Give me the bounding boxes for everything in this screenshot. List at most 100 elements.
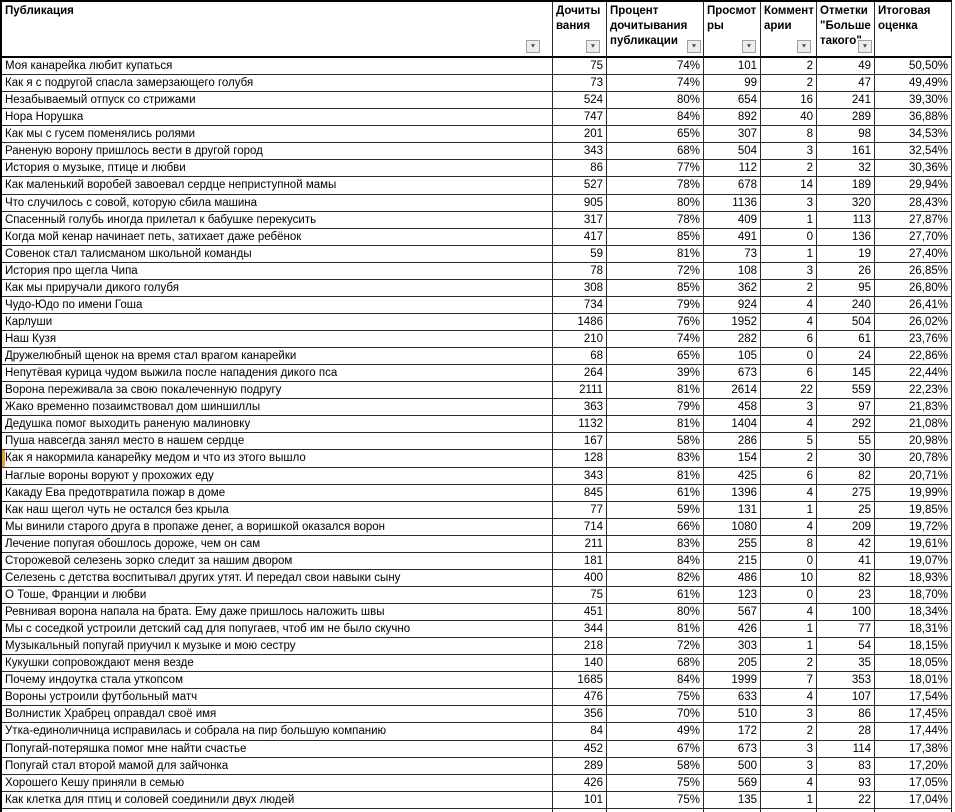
cell-read-percent[interactable] <box>607 808 704 812</box>
cell-views[interactable]: 1136 <box>704 194 761 212</box>
cell-read-percent[interactable]: 80% <box>607 194 704 212</box>
cell-more-marks[interactable]: 35 <box>817 655 875 673</box>
cell-comments[interactable]: 6 <box>761 331 817 349</box>
cell-final-score[interactable]: 26,85% <box>875 262 952 280</box>
cell-read-percent[interactable]: 75% <box>607 791 704 809</box>
cell-views[interactable]: 426 <box>704 621 761 639</box>
cell-publication-title[interactable]: Дружелюбный щенок на время стал врагом к… <box>2 348 553 366</box>
cell-comments[interactable]: 0 <box>761 228 817 246</box>
cell-reads[interactable]: 356 <box>553 706 607 724</box>
cell-publication-title[interactable]: Ревнивая ворона напала на брата. Ему даж… <box>2 604 553 622</box>
cell-final-score[interactable]: 28,43% <box>875 194 952 212</box>
cell-read-percent[interactable]: 58% <box>607 433 704 451</box>
cell-publication-title[interactable]: Что случилось с совой, которую сбила маш… <box>2 194 553 212</box>
cell-views[interactable]: 673 <box>704 365 761 383</box>
cell-publication-title[interactable]: Как клетка для птиц и соловей соединили … <box>2 791 553 809</box>
cell-read-percent[interactable]: 81% <box>607 416 704 434</box>
cell-more-marks[interactable]: 241 <box>817 92 875 110</box>
cell-comments[interactable]: 16 <box>761 92 817 110</box>
cell-read-percent[interactable]: 83% <box>607 535 704 553</box>
cell-final-score[interactable]: 17,54% <box>875 689 952 707</box>
cell-reads[interactable]: 264 <box>553 365 607 383</box>
cell-more-marks[interactable]: 25 <box>817 501 875 519</box>
cell-publication-title[interactable]: Спасенный голубь иногда прилетал к бабуш… <box>2 211 553 229</box>
cell-more-marks[interactable]: 55 <box>817 433 875 451</box>
cell-more-marks[interactable]: 32 <box>817 160 875 178</box>
cell-more-marks[interactable]: 136 <box>817 228 875 246</box>
column-header-views[interactable]: Просмотры ▼ <box>704 2 761 58</box>
cell-more-marks[interactable]: 42 <box>817 535 875 553</box>
cell-more-marks[interactable]: 47 <box>817 75 875 93</box>
cell-views[interactable]: 654 <box>704 92 761 110</box>
cell-final-score[interactable]: 22,44% <box>875 365 952 383</box>
cell-final-score[interactable]: 17,04% <box>875 791 952 809</box>
cell-views[interactable]: 673 <box>704 740 761 758</box>
filter-dropdown-button-comments[interactable]: ▼ <box>797 40 811 53</box>
cell-reads[interactable]: 75 <box>553 58 607 76</box>
cell-final-score[interactable]: 18,15% <box>875 638 952 656</box>
cell-reads[interactable]: 1486 <box>553 313 607 331</box>
cell-read-percent[interactable]: 72% <box>607 638 704 656</box>
cell-comments[interactable]: 4 <box>761 416 817 434</box>
cell-more-marks[interactable]: 353 <box>817 672 875 690</box>
cell-more-marks[interactable]: 240 <box>817 296 875 314</box>
cell-read-percent[interactable]: 75% <box>607 774 704 792</box>
cell-publication-title[interactable]: Чудо-Юдо по имени Гоша <box>2 296 553 314</box>
cell-more-marks[interactable]: 93 <box>817 774 875 792</box>
cell-publication-title[interactable]: Как мы приручали дикого голубя <box>2 279 553 297</box>
cell-comments[interactable]: 4 <box>761 484 817 502</box>
cell-read-percent[interactable]: 66% <box>607 518 704 536</box>
cell-publication-title[interactable]: О Тоше, Франции и любви <box>2 586 553 604</box>
cell-views[interactable]: 362 <box>704 279 761 297</box>
cell-views[interactable] <box>704 808 761 812</box>
cell-publication-title[interactable]: Пуша навсегда занял место в нашем сердце <box>2 433 553 451</box>
cell-reads[interactable]: 140 <box>553 655 607 673</box>
cell-final-score[interactable]: 19,07% <box>875 552 952 570</box>
cell-read-percent[interactable]: 84% <box>607 672 704 690</box>
cell-reads[interactable]: 1685 <box>553 672 607 690</box>
cell-views[interactable]: 1396 <box>704 484 761 502</box>
cell-final-score[interactable]: 22,23% <box>875 382 952 400</box>
cell-final-score[interactable]: 20,78% <box>875 450 952 468</box>
cell-comments[interactable]: 14 <box>761 177 817 195</box>
cell-comments[interactable]: 2 <box>761 723 817 741</box>
cell-more-marks[interactable]: 97 <box>817 399 875 417</box>
cell-publication-title[interactable]: Селезень с детства воспитывал других утя… <box>2 569 553 587</box>
cell-final-score[interactable]: 18,31% <box>875 621 952 639</box>
cell-publication-title[interactable]: Нора Норушка <box>2 109 553 127</box>
cell-views[interactable]: 1999 <box>704 672 761 690</box>
cell-final-score[interactable]: 19,72% <box>875 518 952 536</box>
cell-comments[interactable]: 2 <box>761 75 817 93</box>
cell-final-score[interactable]: 29,94% <box>875 177 952 195</box>
cell-read-percent[interactable]: 84% <box>607 552 704 570</box>
cell-read-percent[interactable]: 74% <box>607 58 704 76</box>
cell-final-score[interactable]: 18,93% <box>875 569 952 587</box>
cell-publication-title[interactable]: Какаду Ева предотвратила пожар в доме <box>2 484 553 502</box>
cell-read-percent[interactable]: 80% <box>607 92 704 110</box>
cell-comments[interactable]: 6 <box>761 365 817 383</box>
cell-publication-title[interactable]: Как маленький воробей завоевал сердце не… <box>2 177 553 195</box>
cell-read-percent[interactable]: 74% <box>607 331 704 349</box>
cell-more-marks[interactable]: 28 <box>817 723 875 741</box>
cell-views[interactable]: 172 <box>704 723 761 741</box>
cell-more-marks[interactable]: 209 <box>817 518 875 536</box>
cell-views[interactable]: 154 <box>704 450 761 468</box>
cell-views[interactable]: 678 <box>704 177 761 195</box>
cell-views[interactable]: 123 <box>704 586 761 604</box>
cell-final-score[interactable]: 17,38% <box>875 740 952 758</box>
cell-reads[interactable]: 2111 <box>553 382 607 400</box>
cell-views[interactable]: 924 <box>704 296 761 314</box>
cell-more-marks[interactable]: 23 <box>817 586 875 604</box>
cell-read-percent[interactable]: 74% <box>607 75 704 93</box>
cell-reads[interactable]: 452 <box>553 740 607 758</box>
cell-reads[interactable]: 845 <box>553 484 607 502</box>
cell-views[interactable]: 500 <box>704 757 761 775</box>
cell-views[interactable]: 286 <box>704 433 761 451</box>
cell-comments[interactable]: 0 <box>761 586 817 604</box>
cell-comments[interactable]: 4 <box>761 689 817 707</box>
cell-comments[interactable]: 2 <box>761 160 817 178</box>
cell-publication-title[interactable]: Утка-единоличница исправилась и собрала … <box>2 723 553 741</box>
cell-comments[interactable]: 1 <box>761 791 817 809</box>
cell-reads[interactable]: 68 <box>553 348 607 366</box>
cell-publication-title[interactable]: Почему индоутка стала уткопсом <box>2 672 553 690</box>
